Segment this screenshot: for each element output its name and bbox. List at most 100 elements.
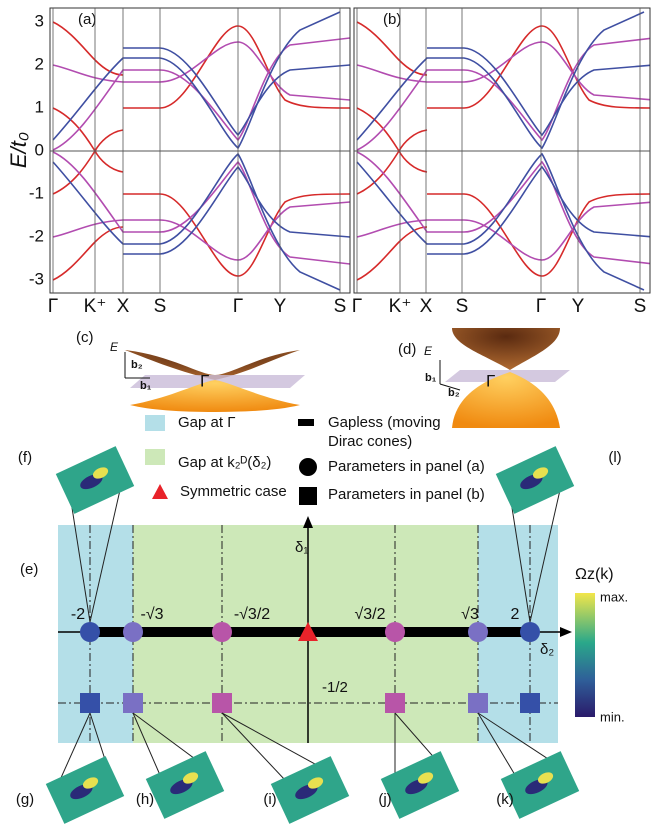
legend-text: Gapless (moving xyxy=(328,414,441,431)
point-label: Γ xyxy=(200,371,209,390)
point-label: Γ xyxy=(486,371,495,390)
y-axis-label: E/t₀ xyxy=(6,132,31,168)
x-value-label: 2 xyxy=(511,606,520,623)
x-tick-label: Y xyxy=(274,296,287,317)
inset xyxy=(495,446,575,514)
inset-label: (i) xyxy=(263,791,276,808)
param-circle xyxy=(80,622,100,642)
x-tick-label: X xyxy=(117,296,130,317)
x-tick-label: X xyxy=(420,296,433,317)
shape xyxy=(80,622,540,713)
connector xyxy=(529,489,561,623)
axis-label: δ₁ xyxy=(295,539,308,556)
inset-label: (g) xyxy=(16,791,34,808)
panel-d: (d) E b₁ b₂ Γ xyxy=(398,328,570,428)
x-value-label: √3/2 xyxy=(354,606,385,623)
legend: Gap at Γ Gap at k₂ᴰ(δ₂) Symmetric case G… xyxy=(145,414,485,505)
shape xyxy=(299,487,317,505)
y-value-label: -1/2 xyxy=(322,679,348,696)
inset xyxy=(380,751,460,819)
x-tick-label: K⁺ xyxy=(389,296,412,317)
panel-label: (b) xyxy=(383,11,401,28)
inset-spot xyxy=(538,772,554,784)
panel-label: (d) xyxy=(398,341,416,358)
connector xyxy=(89,489,121,623)
shape xyxy=(575,593,595,717)
shape xyxy=(299,458,317,476)
connector xyxy=(477,712,516,776)
inset-spot xyxy=(83,777,99,789)
x-tick-label: S xyxy=(154,296,167,317)
panel-e: δ₁ δ₂ (e) -1/2 Ωz(k) max. min. xyxy=(20,516,628,743)
x-tick-label: S xyxy=(456,296,469,317)
y-tick-label: 0 xyxy=(35,140,44,159)
y-tick-label: 3 xyxy=(35,11,44,30)
panel-label: (c) xyxy=(76,329,94,346)
x-tick-label: Γ xyxy=(352,296,362,317)
x-tick-label: Γ xyxy=(233,296,243,317)
panel-a: (a) xyxy=(49,7,351,294)
legend-text: Gap at Γ xyxy=(178,414,235,431)
x-tick-label: Γ xyxy=(48,296,58,317)
panel-label: (e) xyxy=(20,561,38,578)
connector xyxy=(509,494,531,623)
shape xyxy=(145,415,165,431)
inset-label: (k) xyxy=(496,791,514,808)
x-value-label: -2 xyxy=(71,606,85,623)
x-value-label: √3 xyxy=(461,606,479,623)
panel-b: (b) xyxy=(353,7,651,294)
inset xyxy=(500,751,580,819)
inset-spot xyxy=(533,467,549,479)
legend-text: Dirac cones) xyxy=(328,433,412,450)
y-tick-label: -3 xyxy=(29,269,44,288)
x-tick-label: Γ xyxy=(536,296,546,317)
connector xyxy=(132,712,161,776)
inset-label: (l) xyxy=(608,449,621,466)
energy-label: E xyxy=(110,340,119,354)
axis-label: b₂ xyxy=(448,387,460,399)
inset-spot xyxy=(418,772,434,784)
axis-label: b₂ xyxy=(131,359,143,371)
inset xyxy=(270,756,350,824)
param-circle xyxy=(520,622,540,642)
param-square xyxy=(212,693,232,713)
inset xyxy=(145,751,225,819)
legend-text: Parameters in panel (b) xyxy=(328,486,485,503)
param-square xyxy=(80,693,100,713)
legend-text: Gap at k₂ᴰ(δ₂) xyxy=(178,454,271,471)
y-tick-label: -1 xyxy=(29,183,44,202)
inset-label: (h) xyxy=(136,791,154,808)
shape xyxy=(439,383,461,391)
panel-c: (c) E b₂ b₁ Γ xyxy=(76,329,305,412)
connector xyxy=(221,712,286,781)
y-tick-label: 2 xyxy=(35,54,44,73)
x-tick-label: Y xyxy=(572,296,585,317)
param-circle xyxy=(468,622,488,642)
band-curve xyxy=(452,372,560,428)
inset xyxy=(55,446,135,514)
band-curve xyxy=(560,627,572,637)
colorbar-title: Ωz(k) xyxy=(575,566,614,583)
legend-text: Parameters in panel (a) xyxy=(328,458,485,475)
x-value-label: -√3 xyxy=(140,606,163,623)
param-square xyxy=(468,693,488,713)
connector xyxy=(59,712,91,781)
band-curve xyxy=(125,350,300,380)
param-circle xyxy=(123,622,143,642)
energy-label: E xyxy=(424,344,433,358)
inset xyxy=(45,756,125,824)
insets: (f) (g) (h) (i) (j) (k) (l) xyxy=(16,446,622,824)
colorbar-label: min. xyxy=(600,709,625,724)
param-square xyxy=(520,693,540,713)
x-tick-label: S xyxy=(334,296,347,317)
axis-label: b₁ xyxy=(140,380,152,392)
axis-label: b₁ xyxy=(425,372,437,384)
legend-text: Symmetric case xyxy=(180,483,287,500)
x-tick-label: K⁺ xyxy=(84,296,107,317)
band-curve xyxy=(130,380,300,412)
panel-label: (a) xyxy=(78,11,96,28)
inset-label: (j) xyxy=(378,791,391,808)
param-circle xyxy=(212,622,232,642)
inset-spot xyxy=(308,777,324,789)
